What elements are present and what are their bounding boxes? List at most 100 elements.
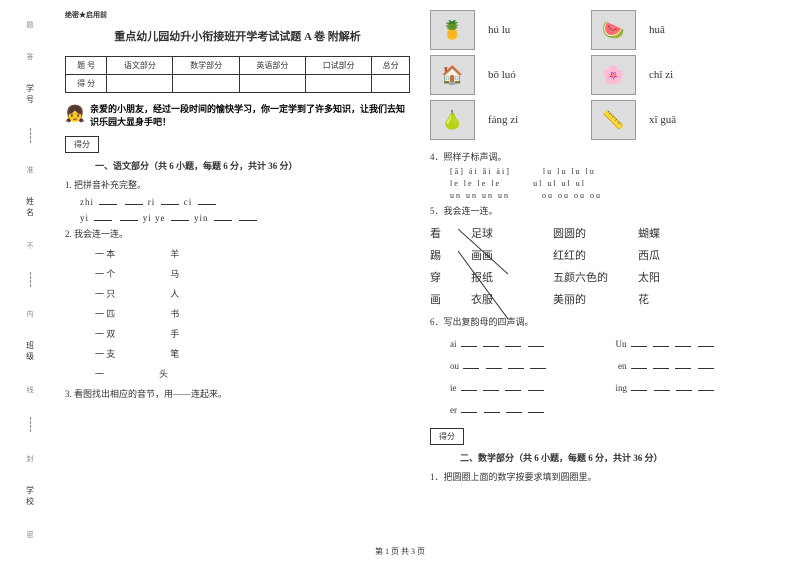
table-cell bbox=[306, 75, 372, 93]
section1-header: 一、语文部分（共 6 小题，每题 6 分，共计 36 分） bbox=[95, 159, 410, 172]
match-item: 太阳 bbox=[638, 269, 660, 285]
exam-title: 重点幼儿园幼升小衔接班开学考试试题 A 卷 附解析 bbox=[65, 28, 410, 44]
pinyin-text: zhi bbox=[80, 197, 94, 207]
match-col-4: 蝴蝶 西瓜 太阳 花 bbox=[638, 225, 660, 307]
vowel-text: ai bbox=[450, 339, 457, 349]
margin-char: 内 bbox=[27, 309, 34, 319]
score-table: 题 号 语文部分 数学部分 英语部分 口试部分 总分 得 分 bbox=[65, 56, 410, 93]
score-box: 得分 bbox=[430, 428, 464, 445]
match-item: 画画 bbox=[471, 247, 493, 263]
intro-content: 亲爱的小朋友，经过一段时间的愉快学习，你一定学到了许多知识，让我们去知识乐园大显… bbox=[90, 103, 410, 128]
pinyin-label: fáng zi bbox=[488, 114, 583, 126]
page-container: 绝密★启用前 重点幼儿园幼升小衔接班开学考试试题 A 卷 附解析 题 号 语文部… bbox=[0, 0, 800, 540]
fill-row: ie ing bbox=[430, 376, 775, 398]
vowel-text: er bbox=[450, 405, 457, 415]
fill-line: er bbox=[450, 403, 775, 415]
match-item: 美丽的 bbox=[553, 291, 608, 307]
tone-line: un un un un ou ou ou ou bbox=[450, 191, 775, 200]
margin-char: 不 bbox=[27, 241, 34, 251]
house-icon: 🏠 bbox=[430, 55, 475, 95]
tone-text: [ā] ái ǎi ài] bbox=[450, 167, 511, 176]
pinyin-fill-line: yi yi ye yin bbox=[80, 211, 410, 223]
fill-line: Un bbox=[616, 337, 716, 349]
ruler-icon: 📏 bbox=[591, 100, 636, 140]
match-item: 报纸 bbox=[471, 269, 493, 285]
match-item: 踢 bbox=[430, 247, 441, 263]
pinyin-text: ri bbox=[148, 197, 156, 207]
match-item: 画 bbox=[430, 291, 441, 307]
vowel-text: Un bbox=[616, 339, 627, 349]
match-col-3: 圆圆的 红红的 五颜六色的 美丽的 bbox=[553, 225, 608, 307]
tone-text: ul ul ul ul bbox=[533, 179, 586, 188]
secret-label: 绝密★启用前 bbox=[65, 10, 410, 20]
margin-xuehao: 学号 bbox=[25, 84, 36, 106]
match-right: 书 bbox=[170, 307, 179, 320]
match-right: 笔 bbox=[170, 347, 179, 360]
fill-line: ie bbox=[450, 381, 546, 393]
question-3: 3. 看图找出相应的音节，用——连起来。 bbox=[65, 387, 410, 400]
intro-text: 👧 亲爱的小朋友，经过一段时间的愉快学习，你一定学到了许多知识，让我们去知识乐园… bbox=[65, 103, 410, 128]
margin-line bbox=[30, 272, 31, 287]
table-header: 口试部分 bbox=[306, 57, 372, 75]
right-column: 🍍 hú lu 🍉 huā 🏠 bō luó 🌸 chǐ zi 🍐 fáng z… bbox=[420, 10, 785, 540]
pinyin-fill-line: zhi ri ci bbox=[80, 195, 410, 207]
question-1: 1. 把拼音补充完整。 bbox=[65, 178, 410, 191]
match-item: 红红的 bbox=[553, 247, 608, 263]
match-right: 手 bbox=[170, 327, 179, 340]
pinyin-text: ye bbox=[155, 213, 166, 223]
flower-icon: 🌸 bbox=[591, 55, 636, 95]
match-item: 花 bbox=[638, 291, 660, 307]
section2-q1: 1．把圆圈上面的数字按要求填到圆圈里。 bbox=[430, 470, 775, 483]
vowel-text: ing bbox=[616, 383, 628, 393]
fill-line: ing bbox=[616, 381, 717, 393]
gourd-icon: 🍐 bbox=[430, 100, 475, 140]
section2-header: 二、数学部分（共 6 小题，每题 6 分，共计 36 分） bbox=[460, 451, 775, 464]
match-col-1: 看 踢 穿 画 bbox=[430, 225, 441, 307]
vowel-text: en bbox=[618, 361, 627, 371]
match-left: 一 个 bbox=[95, 267, 115, 280]
tone-text: le le le le bbox=[450, 179, 501, 188]
fill-row: ai Un bbox=[430, 332, 775, 354]
margin-char: 封 bbox=[27, 454, 34, 464]
match-item: 足球 bbox=[471, 225, 493, 241]
match-right: 马 bbox=[170, 267, 179, 280]
margin-xuexiao: 学校 bbox=[25, 486, 36, 508]
tone-text: un un un un bbox=[450, 191, 510, 200]
fill-line: en bbox=[618, 359, 716, 371]
table-header: 总分 bbox=[372, 57, 410, 75]
fill-line: ou bbox=[450, 359, 548, 371]
pinyin-text: yi bbox=[143, 213, 152, 223]
table-header: 语文部分 bbox=[107, 57, 173, 75]
match-right: 头 bbox=[159, 367, 168, 380]
child-icon: 👧 bbox=[65, 103, 85, 128]
pinyin-label: huā bbox=[649, 24, 727, 36]
match-item: 西瓜 bbox=[638, 247, 660, 263]
match-item: 看 bbox=[430, 225, 441, 241]
margin-char: 线 bbox=[27, 385, 34, 395]
tone-line: le le le le ul ul ul ul bbox=[450, 179, 775, 188]
margin-banji: 班级 bbox=[25, 341, 36, 363]
match-left: 一 匹 bbox=[95, 307, 115, 320]
margin-xingming: 姓名 bbox=[25, 197, 36, 219]
tone-line: [ā] ái ǎi ài] lu lu lu lu bbox=[450, 167, 775, 176]
vowel-text: ou bbox=[450, 361, 459, 371]
table-cell bbox=[239, 75, 305, 93]
table-header: 英语部分 bbox=[239, 57, 305, 75]
match-left: 一 双 bbox=[95, 327, 115, 340]
image-pinyin-grid: 🍍 hú lu 🍉 huā 🏠 bō luó 🌸 chǐ zi 🍐 fáng z… bbox=[430, 10, 775, 140]
pinyin-label: xī guā bbox=[649, 114, 727, 126]
margin-char: 密 bbox=[27, 530, 34, 540]
match-right: 人 bbox=[170, 287, 179, 300]
question-4: 4．照样子标声调。 bbox=[430, 150, 775, 163]
match-item: 圆圆的 bbox=[553, 225, 608, 241]
match-item: 五颜六色的 bbox=[553, 269, 608, 285]
page-footer: 第 1 页 共 3 页 bbox=[0, 541, 800, 562]
score-box: 得分 bbox=[65, 136, 99, 153]
pinyin-label: bō luó bbox=[488, 69, 583, 81]
left-column: 绝密★启用前 重点幼儿园幼升小衔接班开学考试试题 A 卷 附解析 题 号 语文部… bbox=[55, 10, 420, 540]
tone-text: lu lu lu lu bbox=[543, 167, 596, 176]
table-cell bbox=[173, 75, 239, 93]
pinyin-label: chǐ zi bbox=[649, 69, 727, 81]
match-right: 羊 bbox=[170, 247, 179, 260]
pinyin-label: hú lu bbox=[488, 24, 583, 36]
